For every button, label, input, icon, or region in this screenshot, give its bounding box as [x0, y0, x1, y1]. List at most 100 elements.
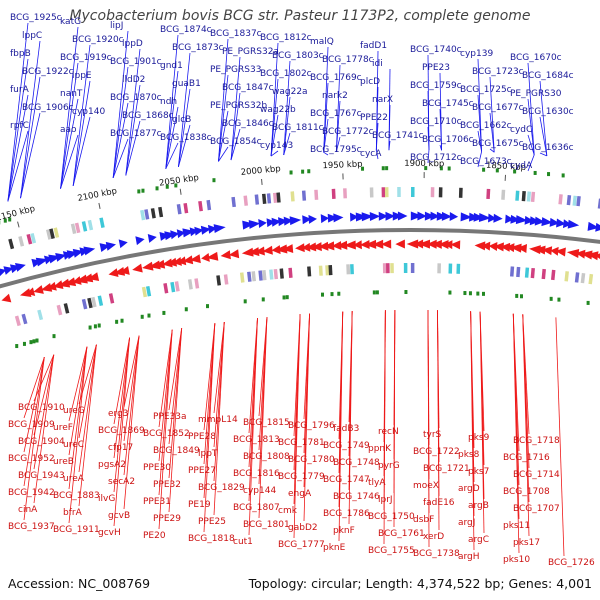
forward-label-line — [218, 146, 229, 162]
reverse-gene-arrow — [182, 255, 194, 265]
gc-marker — [212, 178, 216, 183]
feature-block — [239, 272, 245, 283]
forward-gene-arrow — [266, 218, 276, 228]
reverse-gene-arrow — [87, 272, 100, 282]
reverse-gene-label: PPE30 — [143, 463, 171, 473]
forward-gene-arrow — [55, 252, 67, 262]
feature-block — [223, 274, 229, 285]
reverse-gene-label: BCG_1716 — [503, 453, 550, 463]
forward-gene-arrow — [534, 216, 545, 226]
reverse-gene-label: BCG_1718 — [513, 436, 560, 446]
reverse-gene-arrow — [148, 260, 161, 270]
forward-gene-label: BCG_1636c — [522, 143, 574, 153]
forward-gene-label: rpfC — [10, 121, 29, 131]
gc-marker — [515, 293, 519, 298]
reverse-gene-arrow — [450, 240, 461, 250]
reverse-label-line — [113, 337, 130, 459]
forward-label-line — [230, 92, 241, 161]
reverse-gene-arrow — [566, 248, 580, 258]
reverse-label-line — [303, 313, 310, 420]
reverse-label-line — [258, 317, 268, 417]
feature-block — [301, 190, 307, 201]
feature-block — [290, 191, 295, 202]
feature-block — [288, 267, 293, 278]
forward-gene-label: BCG_1772c — [322, 127, 374, 137]
reverse-gene-arrow — [550, 246, 559, 256]
forward-label-line — [60, 134, 79, 189]
forward-gene-label: idi — [372, 59, 383, 69]
feature-block — [81, 298, 88, 310]
forward-gene-label: BCG_1812c — [260, 33, 312, 43]
reverse-gene-arrow — [500, 242, 511, 252]
feature-block — [273, 268, 279, 280]
reverse-label-line — [203, 323, 216, 465]
feature-block — [386, 263, 390, 274]
gc-marker — [337, 291, 341, 296]
reverse-gene-arrow — [426, 239, 437, 249]
reverse-label-line — [213, 321, 225, 482]
forward-label-line — [323, 151, 329, 156]
reverse-label-line — [78, 344, 97, 473]
forward-gene-label: BCG_1723c — [472, 67, 524, 77]
forward-gene-label: wag22b — [260, 105, 296, 115]
reverse-gene-label: BCG_1722 — [413, 447, 460, 457]
feature-block — [46, 229, 52, 240]
gc-marker — [261, 297, 265, 302]
reverse-gene-arrow — [20, 288, 32, 297]
forward-label-line — [112, 30, 129, 178]
reverse-label-line — [68, 346, 88, 422]
feature-block — [564, 271, 569, 282]
forward-label-line — [230, 56, 241, 161]
reverse-gene-arrow — [162, 258, 173, 268]
forward-gene-arrow — [83, 246, 96, 256]
scale-tick-label: 2100 kbp — [77, 186, 118, 204]
reverse-gene-label: BCG_1952 — [8, 454, 55, 464]
reverse-gene-arrow — [167, 257, 178, 267]
reverse-gene-arrow — [586, 251, 599, 261]
forward-label-line — [388, 140, 391, 151]
forward-gene-label: plcD — [360, 77, 380, 87]
feature-block — [397, 187, 401, 198]
forward-gene-arrow — [473, 212, 485, 222]
feature-block — [509, 266, 515, 277]
feature-block — [384, 187, 389, 198]
reverse-gene-arrow — [505, 243, 515, 253]
reverse-gene-arrow — [493, 242, 504, 252]
forward-gene-label: guaB1 — [172, 79, 201, 89]
feature-block — [314, 189, 319, 200]
reverse-gene-label: BCG_1777 — [278, 540, 325, 550]
reverse-label-line — [383, 310, 386, 443]
reverse-label-line — [479, 311, 485, 432]
forward-label-line — [125, 120, 141, 176]
forward-gene-arrow — [493, 213, 503, 223]
feature-block — [49, 228, 55, 239]
reverse-gene-arrow — [372, 239, 384, 249]
forward-gene-label: BCG_1925c — [10, 13, 62, 23]
forward-gene-arrow — [147, 234, 157, 243]
forward-gene-arrow — [200, 225, 211, 235]
reverse-gene-label: BCG_1801 — [243, 520, 290, 530]
feature-block — [216, 275, 221, 286]
forward-label-line — [527, 98, 535, 155]
forward-gene-arrow — [302, 215, 312, 225]
forward-label-line — [165, 106, 179, 169]
reverse-gene-label: pknE — [323, 543, 346, 553]
reverse-label-line — [168, 328, 183, 479]
forward-label-line — [283, 132, 291, 156]
forward-gene-label: BCG_1745c — [422, 99, 474, 109]
forward-gene-label: furA — [10, 85, 30, 95]
reverse-label-line — [293, 314, 301, 437]
reverse-label-line — [437, 310, 440, 429]
reverse-gene-arrow — [64, 277, 77, 287]
forward-label-line — [60, 26, 79, 189]
reverse-gene-label: cut1 — [233, 537, 253, 547]
forward-gene-arrow — [595, 222, 600, 232]
forward-gene-label: BCG_1906c — [22, 103, 74, 113]
reverse-gene-label: PPE31 — [143, 497, 171, 507]
reverse-gene-label: PPE27 — [188, 466, 216, 476]
forward-label-line — [165, 34, 179, 169]
gc-marker — [468, 291, 472, 296]
reverse-label-line — [123, 335, 140, 442]
forward-gene-arrow — [430, 211, 440, 221]
gc-marker — [447, 166, 451, 171]
